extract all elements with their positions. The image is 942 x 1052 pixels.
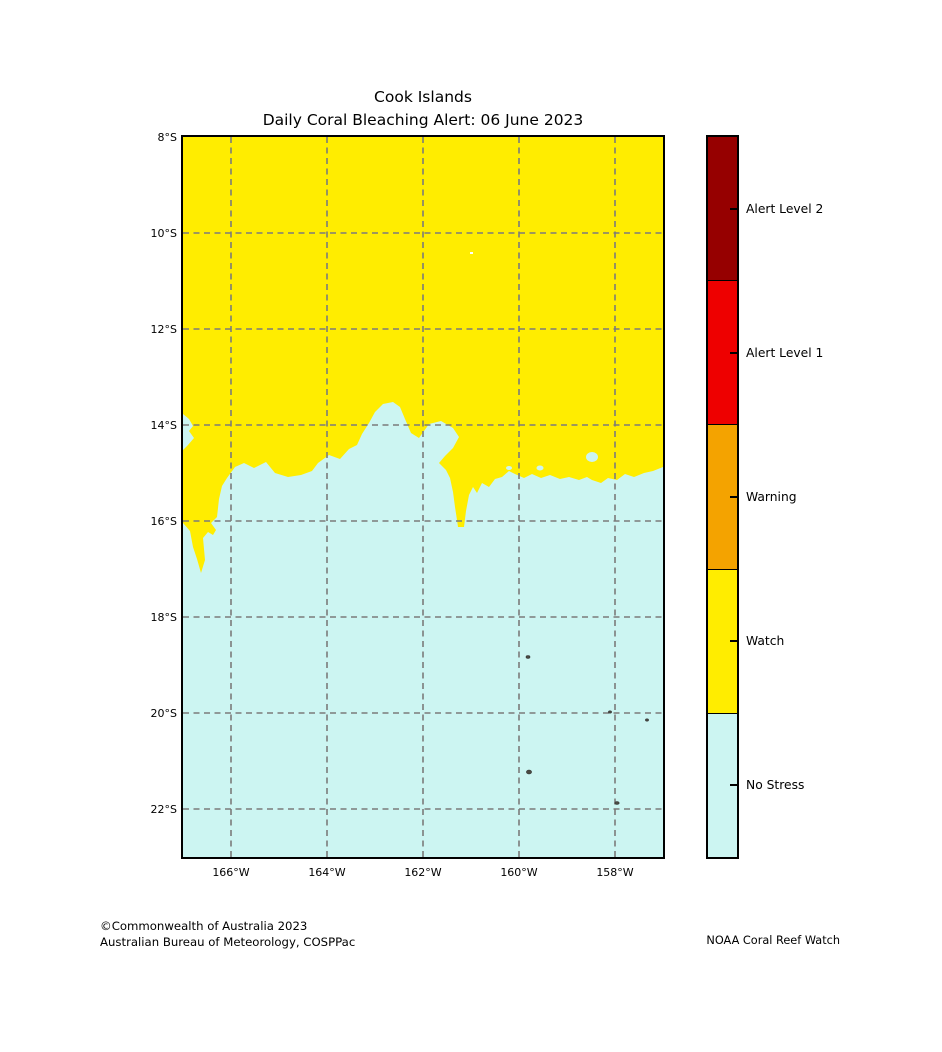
- legend-label: Alert Level 2: [746, 202, 824, 216]
- island-speck: [614, 801, 620, 805]
- legend-label: No Stress: [746, 778, 805, 792]
- legend-tick: [730, 208, 737, 210]
- legend-label: Alert Level 1: [746, 346, 824, 360]
- lon-tick-label: 162°W: [404, 866, 442, 879]
- atoll-dot: [470, 252, 473, 254]
- legend-tick: [730, 496, 737, 498]
- lon-tick-label: 164°W: [308, 866, 346, 879]
- page-title: Cook Islands: [374, 88, 472, 106]
- alert-map-svg: [183, 137, 663, 857]
- no-stress-notch: [183, 414, 194, 450]
- footer-credit: ©Commonwealth of Australia 2023 Australi…: [100, 919, 355, 950]
- island-speck: [608, 710, 612, 714]
- legend-colorbar: [706, 135, 739, 859]
- lat-tick-label: 8°S: [157, 130, 177, 144]
- lon-tick-label: 160°W: [500, 866, 538, 879]
- footer-agency: Australian Bureau of Meteorology, COSPPa…: [100, 934, 356, 949]
- no-stress-region: [183, 402, 663, 857]
- no-stress-islet: [536, 465, 544, 471]
- lat-tick-label: 18°S: [150, 610, 177, 624]
- map-plot: [181, 135, 665, 859]
- lon-tick-label: 158°W: [596, 866, 634, 879]
- title-block: Cook Islands Daily Coral Bleaching Alert…: [183, 86, 663, 131]
- lat-tick-label: 14°S: [150, 418, 177, 432]
- lat-tick-label: 22°S: [150, 802, 177, 816]
- lat-tick-label: 12°S: [150, 322, 177, 336]
- no-stress-islet: [506, 466, 512, 470]
- lat-tick-label: 16°S: [150, 514, 177, 528]
- footer-copyright: ©Commonwealth of Australia 2023: [100, 919, 308, 933]
- legend-label: Watch: [746, 634, 785, 648]
- legend-tick: [730, 352, 737, 354]
- lat-tick-label: 10°S: [150, 226, 177, 240]
- lat-tick-label: 20°S: [150, 706, 177, 720]
- legend-tick: [730, 640, 737, 642]
- no-stress-islet: [586, 452, 598, 462]
- legend-label: Warning: [746, 490, 797, 504]
- legend-tick: [730, 784, 737, 786]
- footer-noaa-credit: NOAA Coral Reef Watch: [706, 934, 840, 947]
- page-subtitle: Daily Coral Bleaching Alert: 06 June 202…: [262, 110, 584, 129]
- lon-tick-label: 166°W: [212, 866, 250, 879]
- island-speck: [525, 655, 531, 659]
- island-speck: [526, 769, 532, 775]
- island-speck: [645, 718, 649, 722]
